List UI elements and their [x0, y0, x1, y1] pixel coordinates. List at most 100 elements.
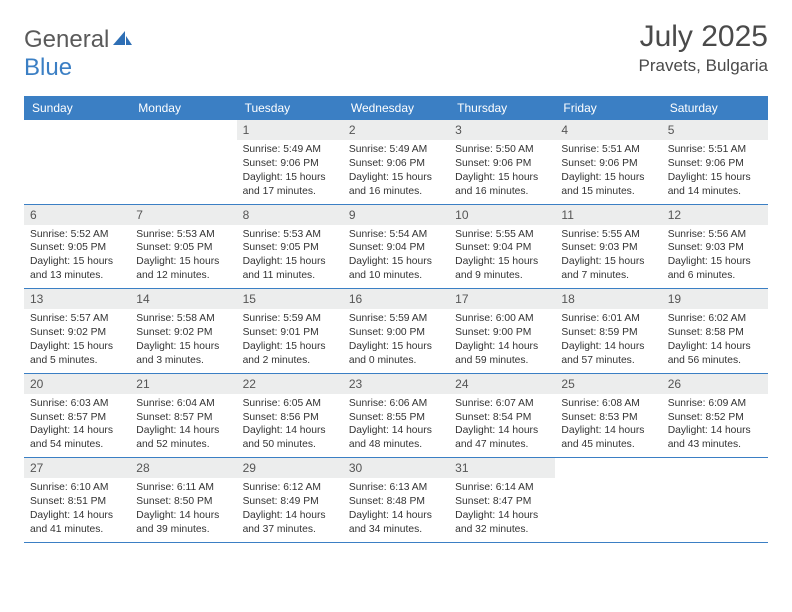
day-header-cell: Sunday	[24, 96, 130, 120]
day-detail: Sunrise: 6:08 AMSunset: 8:53 PMDaylight:…	[555, 394, 661, 458]
day-number: 3	[449, 120, 555, 140]
day-detail: Sunrise: 6:12 AMSunset: 8:49 PMDaylight:…	[237, 478, 343, 542]
day-number: 10	[449, 205, 555, 225]
calendar-cell: 15Sunrise: 5:59 AMSunset: 9:01 PMDayligh…	[237, 289, 343, 373]
day-detail: Sunrise: 6:13 AMSunset: 8:48 PMDaylight:…	[343, 478, 449, 542]
day-detail: Sunrise: 6:03 AMSunset: 8:57 PMDaylight:…	[24, 394, 130, 458]
day-number: 31	[449, 458, 555, 478]
calendar-cell: 30Sunrise: 6:13 AMSunset: 8:48 PMDayligh…	[343, 458, 449, 542]
calendar-cell: 23Sunrise: 6:06 AMSunset: 8:55 PMDayligh…	[343, 374, 449, 458]
day-detail: Sunrise: 5:57 AMSunset: 9:02 PMDaylight:…	[24, 309, 130, 373]
day-header-cell: Tuesday	[237, 96, 343, 120]
calendar-cell: 5Sunrise: 5:51 AMSunset: 9:06 PMDaylight…	[662, 120, 768, 204]
sail-icon	[111, 26, 133, 54]
calendar-cell-empty	[662, 458, 768, 542]
calendar-cell: 21Sunrise: 6:04 AMSunset: 8:57 PMDayligh…	[130, 374, 236, 458]
logo-word2: Blue	[24, 54, 72, 81]
day-detail: Sunrise: 5:59 AMSunset: 9:00 PMDaylight:…	[343, 309, 449, 373]
calendar-cell: 27Sunrise: 6:10 AMSunset: 8:51 PMDayligh…	[24, 458, 130, 542]
calendar-cell: 6Sunrise: 5:52 AMSunset: 9:05 PMDaylight…	[24, 205, 130, 289]
day-header-cell: Wednesday	[343, 96, 449, 120]
calendar-cell: 3Sunrise: 5:50 AMSunset: 9:06 PMDaylight…	[449, 120, 555, 204]
day-number: 17	[449, 289, 555, 309]
calendar-day-header: SundayMondayTuesdayWednesdayThursdayFrid…	[24, 96, 768, 120]
calendar-cell: 26Sunrise: 6:09 AMSunset: 8:52 PMDayligh…	[662, 374, 768, 458]
calendar-cell: 29Sunrise: 6:12 AMSunset: 8:49 PMDayligh…	[237, 458, 343, 542]
day-number: 7	[130, 205, 236, 225]
calendar-cell-empty	[555, 458, 661, 542]
calendar-cell: 19Sunrise: 6:02 AMSunset: 8:58 PMDayligh…	[662, 289, 768, 373]
day-detail: Sunrise: 6:01 AMSunset: 8:59 PMDaylight:…	[555, 309, 661, 373]
calendar-cell: 8Sunrise: 5:53 AMSunset: 9:05 PMDaylight…	[237, 205, 343, 289]
title-block: July 2025 Pravets, Bulgaria	[639, 20, 768, 76]
day-detail: Sunrise: 6:09 AMSunset: 8:52 PMDaylight:…	[662, 394, 768, 458]
day-number: 24	[449, 374, 555, 394]
calendar-cell: 17Sunrise: 6:00 AMSunset: 9:00 PMDayligh…	[449, 289, 555, 373]
day-number: 29	[237, 458, 343, 478]
day-number: 13	[24, 289, 130, 309]
day-number: 21	[130, 374, 236, 394]
day-detail: Sunrise: 5:55 AMSunset: 9:03 PMDaylight:…	[555, 225, 661, 289]
calendar-cell: 20Sunrise: 6:03 AMSunset: 8:57 PMDayligh…	[24, 374, 130, 458]
day-detail: Sunrise: 5:51 AMSunset: 9:06 PMDaylight:…	[555, 140, 661, 204]
day-number: 18	[555, 289, 661, 309]
day-detail: Sunrise: 6:02 AMSunset: 8:58 PMDaylight:…	[662, 309, 768, 373]
calendar-cell: 10Sunrise: 5:55 AMSunset: 9:04 PMDayligh…	[449, 205, 555, 289]
day-number: 26	[662, 374, 768, 394]
day-detail: Sunrise: 6:14 AMSunset: 8:47 PMDaylight:…	[449, 478, 555, 542]
calendar-cell: 12Sunrise: 5:56 AMSunset: 9:03 PMDayligh…	[662, 205, 768, 289]
calendar-cell: 22Sunrise: 6:05 AMSunset: 8:56 PMDayligh…	[237, 374, 343, 458]
day-detail: Sunrise: 5:53 AMSunset: 9:05 PMDaylight:…	[237, 225, 343, 289]
day-detail: Sunrise: 5:51 AMSunset: 9:06 PMDaylight:…	[662, 140, 768, 204]
day-number: 8	[237, 205, 343, 225]
calendar-cell-empty	[130, 120, 236, 204]
day-detail: Sunrise: 5:56 AMSunset: 9:03 PMDaylight:…	[662, 225, 768, 289]
day-detail: Sunrise: 5:54 AMSunset: 9:04 PMDaylight:…	[343, 225, 449, 289]
day-header-cell: Saturday	[662, 96, 768, 120]
calendar-cell: 24Sunrise: 6:07 AMSunset: 8:54 PMDayligh…	[449, 374, 555, 458]
day-detail: Sunrise: 6:07 AMSunset: 8:54 PMDaylight:…	[449, 394, 555, 458]
day-header-cell: Thursday	[449, 96, 555, 120]
day-number: 25	[555, 374, 661, 394]
calendar-week: 13Sunrise: 5:57 AMSunset: 9:02 PMDayligh…	[24, 289, 768, 374]
day-detail: Sunrise: 5:49 AMSunset: 9:06 PMDaylight:…	[237, 140, 343, 204]
header: General Blue July 2025 Pravets, Bulgaria	[24, 20, 768, 82]
day-number: 5	[662, 120, 768, 140]
logo: General Blue	[24, 20, 133, 82]
day-detail: Sunrise: 5:58 AMSunset: 9:02 PMDaylight:…	[130, 309, 236, 373]
day-number: 12	[662, 205, 768, 225]
calendar-cell: 13Sunrise: 5:57 AMSunset: 9:02 PMDayligh…	[24, 289, 130, 373]
day-number: 28	[130, 458, 236, 478]
day-number: 14	[130, 289, 236, 309]
day-number: 1	[237, 120, 343, 140]
day-number: 27	[24, 458, 130, 478]
day-detail: Sunrise: 5:49 AMSunset: 9:06 PMDaylight:…	[343, 140, 449, 204]
day-number: 22	[237, 374, 343, 394]
day-header-cell: Monday	[130, 96, 236, 120]
calendar-week: 27Sunrise: 6:10 AMSunset: 8:51 PMDayligh…	[24, 458, 768, 543]
day-detail: Sunrise: 5:52 AMSunset: 9:05 PMDaylight:…	[24, 225, 130, 289]
calendar-body: 1Sunrise: 5:49 AMSunset: 9:06 PMDaylight…	[24, 120, 768, 543]
month-title: July 2025	[639, 20, 768, 54]
calendar-cell: 2Sunrise: 5:49 AMSunset: 9:06 PMDaylight…	[343, 120, 449, 204]
day-detail: Sunrise: 5:53 AMSunset: 9:05 PMDaylight:…	[130, 225, 236, 289]
calendar-cell-empty	[24, 120, 130, 204]
day-number: 16	[343, 289, 449, 309]
calendar-cell: 7Sunrise: 5:53 AMSunset: 9:05 PMDaylight…	[130, 205, 236, 289]
day-detail: Sunrise: 6:11 AMSunset: 8:50 PMDaylight:…	[130, 478, 236, 542]
day-detail: Sunrise: 6:05 AMSunset: 8:56 PMDaylight:…	[237, 394, 343, 458]
day-number: 19	[662, 289, 768, 309]
calendar-week: 1Sunrise: 5:49 AMSunset: 9:06 PMDaylight…	[24, 120, 768, 205]
day-detail: Sunrise: 5:55 AMSunset: 9:04 PMDaylight:…	[449, 225, 555, 289]
day-number: 23	[343, 374, 449, 394]
day-number: 4	[555, 120, 661, 140]
calendar-cell: 28Sunrise: 6:11 AMSunset: 8:50 PMDayligh…	[130, 458, 236, 542]
location: Pravets, Bulgaria	[639, 56, 768, 76]
calendar: SundayMondayTuesdayWednesdayThursdayFrid…	[24, 96, 768, 543]
calendar-week: 6Sunrise: 5:52 AMSunset: 9:05 PMDaylight…	[24, 205, 768, 290]
day-detail: Sunrise: 5:50 AMSunset: 9:06 PMDaylight:…	[449, 140, 555, 204]
day-number: 9	[343, 205, 449, 225]
day-detail: Sunrise: 6:10 AMSunset: 8:51 PMDaylight:…	[24, 478, 130, 542]
calendar-cell: 11Sunrise: 5:55 AMSunset: 9:03 PMDayligh…	[555, 205, 661, 289]
day-number: 6	[24, 205, 130, 225]
